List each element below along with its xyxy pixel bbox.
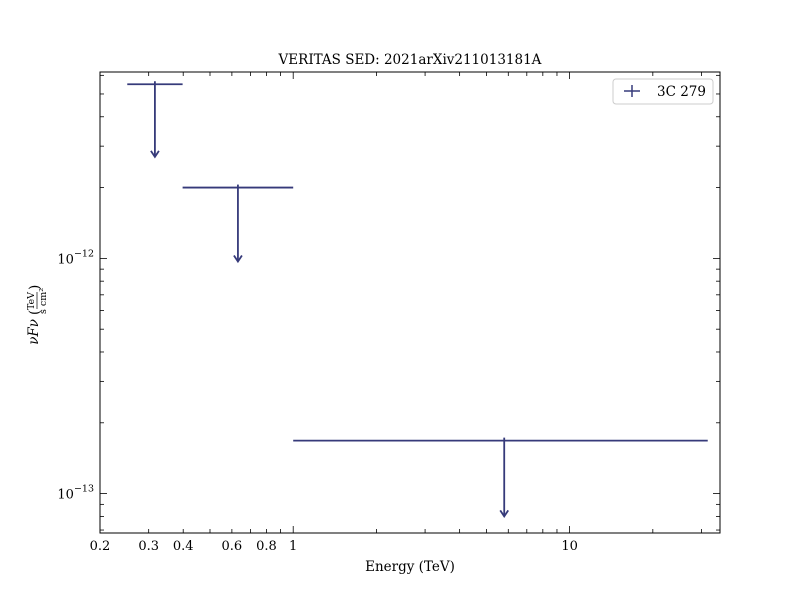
data-point-upper-limit: [127, 81, 183, 159]
y-axis-label-main: νFν: [26, 319, 42, 345]
y-tick-label: 10−12: [57, 248, 94, 267]
x-axis-label: Energy (TeV): [365, 559, 455, 575]
x-tick-label: 0.2: [90, 539, 111, 554]
upper-limit-arrowhead: [150, 150, 160, 159]
y-axis-label-denominator: s cm²: [38, 288, 49, 314]
legend-label: 3C 279: [657, 84, 706, 100]
x-tick-label: 1: [289, 539, 297, 554]
x-tick-label: 0.8: [256, 539, 277, 554]
y-axis-label-paren-open: (: [27, 310, 43, 315]
y-axis-label-numerator: TeV: [26, 292, 37, 310]
chart-title: VERITAS SED: 2021arXiv211013181A: [278, 52, 542, 68]
upper-limit-arrowhead: [499, 509, 509, 519]
data-point-upper-limit: [182, 184, 294, 264]
x-tick-label: 10: [561, 539, 578, 554]
plot-frame: [99, 71, 721, 534]
plot-area: 0.2 0.3 0.4 0.6 0.8 1 10 10−13 10−12: [57, 72, 720, 554]
data-point-upper-limit: [293, 437, 708, 519]
y-tick-label: 10−13: [57, 484, 94, 503]
x-tick-label: 0.4: [173, 539, 194, 554]
upper-limit-arrowhead: [233, 254, 243, 264]
x-tick-label: 0.3: [138, 539, 159, 554]
y-axis-label: νFν ( TeV s cm² ): [26, 285, 49, 345]
x-tick-label: 0.6: [222, 539, 243, 554]
legend-box: [612, 78, 714, 105]
legend: 3C 279: [612, 78, 714, 105]
y-axis-label-paren-close: ): [27, 285, 43, 290]
